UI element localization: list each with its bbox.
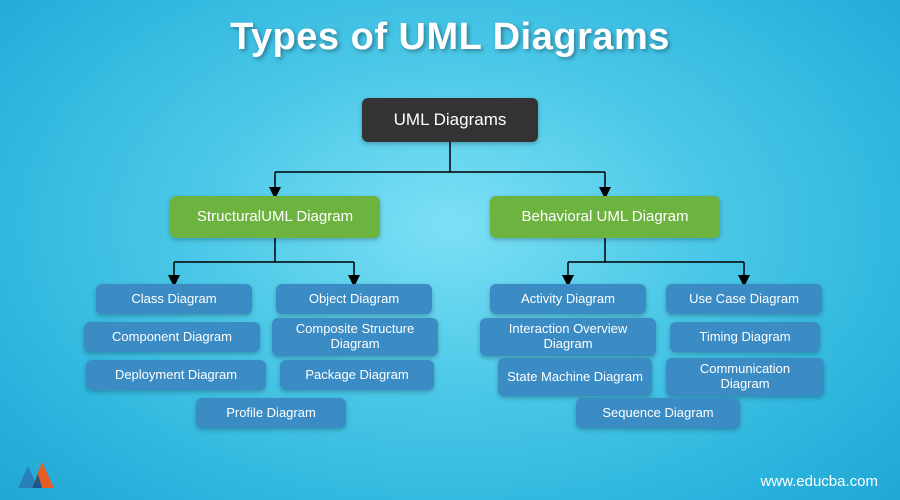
leaf-structural-1: Object Diagram (276, 284, 432, 314)
category-behavioral: Behavioral UML Diagram (490, 196, 720, 238)
leaf-behavioral-0: Activity Diagram (490, 284, 646, 314)
leaf-behavioral-3: Timing Diagram (670, 322, 820, 352)
leaf-structural-5: Package Diagram (280, 360, 434, 390)
leaf-structural-0: Class Diagram (96, 284, 252, 314)
leaf-structural-4: Deployment Diagram (86, 360, 266, 390)
leaf-behavioral-1: Use Case Diagram (666, 284, 822, 314)
category-structural: StructuralUML Diagram (170, 196, 380, 238)
leaf-behavioral-2: Interaction Overview Diagram (480, 318, 656, 356)
background (0, 0, 900, 500)
leaf-structural-6: Profile Diagram (196, 398, 346, 428)
root-node: UML Diagrams (362, 98, 538, 142)
leaf-structural-3: Composite Structure Diagram (272, 318, 438, 356)
brand-logo (14, 458, 58, 492)
leaf-behavioral-6: Sequence Diagram (576, 398, 740, 428)
page-title: Types of UML Diagrams (0, 16, 900, 59)
leaf-behavioral-5: Communication Diagram (666, 358, 824, 396)
leaf-structural-2: Component Diagram (84, 322, 260, 352)
leaf-behavioral-4: State Machine Diagram (498, 358, 652, 396)
footer-url: www.educba.com (760, 473, 878, 490)
